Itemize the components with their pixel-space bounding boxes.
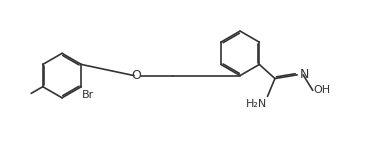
Text: Br: Br	[82, 90, 94, 100]
Text: N: N	[299, 68, 309, 81]
Text: OH: OH	[314, 85, 331, 95]
Text: H₂N: H₂N	[245, 99, 267, 109]
Text: O: O	[131, 69, 141, 82]
